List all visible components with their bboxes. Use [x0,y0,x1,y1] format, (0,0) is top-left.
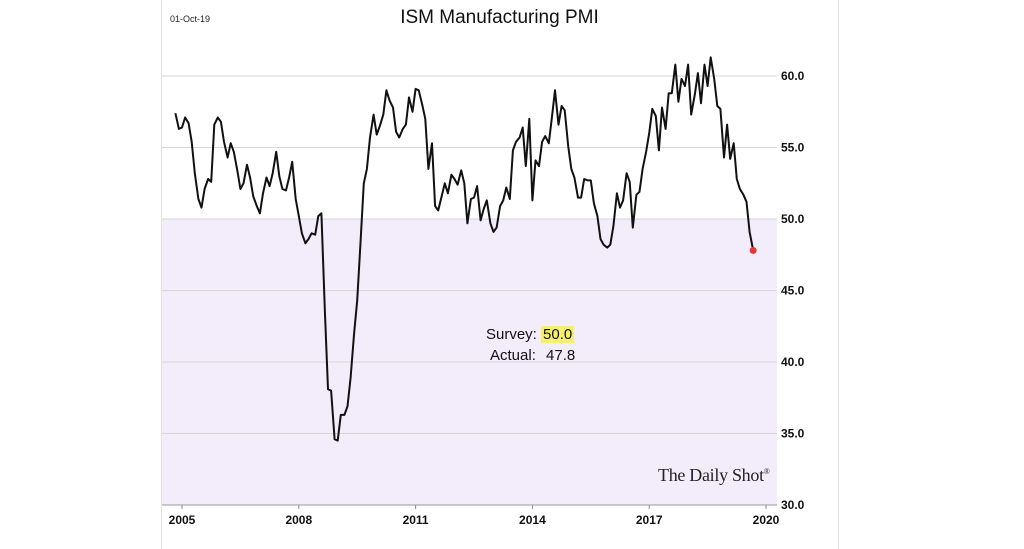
actual-annotation: Actual: 47.8 [490,347,575,364]
x-tick-label: 2014 [519,513,546,527]
x-tick-label: 2020 [753,513,780,527]
y-tick-label: 50.0 [781,212,805,226]
y-tick-label: 60.0 [781,69,805,83]
survey-label: Survey: [486,326,537,343]
source-brand: The Daily Shot® [658,465,770,486]
x-tick-label: 2017 [636,513,663,527]
pmi-series-line [174,56,755,442]
y-tick-label: 55.0 [781,141,805,155]
frame-border-right [838,0,839,549]
source-text: The Daily Shot [658,465,764,485]
latest-value-marker [749,246,757,254]
survey-value: 50.0 [541,326,575,343]
y-tick-label: 30.0 [781,498,805,512]
actual-value: 47.8 [546,347,576,364]
survey-annotation: Survey: 50.0 [486,326,575,343]
y-axis-ticks: 30.0 35.0 40.0 45.0 50.0 55.0 60.0 [781,69,805,512]
x-axis-ticks: 2005 2008 2011 2014 2017 2020 [162,504,780,527]
y-tick-label: 45.0 [781,284,805,298]
frame-border-left [161,0,162,549]
date-stamp: 01-Oct-19 [170,14,211,24]
chart-title: ISM Manufacturing PMI [400,7,599,28]
y-tick-label: 40.0 [781,355,805,369]
x-tick-label: 2011 [403,513,429,527]
y-tick-label: 35.0 [781,427,805,441]
x-tick-label: 2008 [285,513,312,527]
actual-label: Actual: [490,347,536,364]
registered-mark: ® [763,467,770,476]
x-tick-label: 2005 [169,513,196,527]
